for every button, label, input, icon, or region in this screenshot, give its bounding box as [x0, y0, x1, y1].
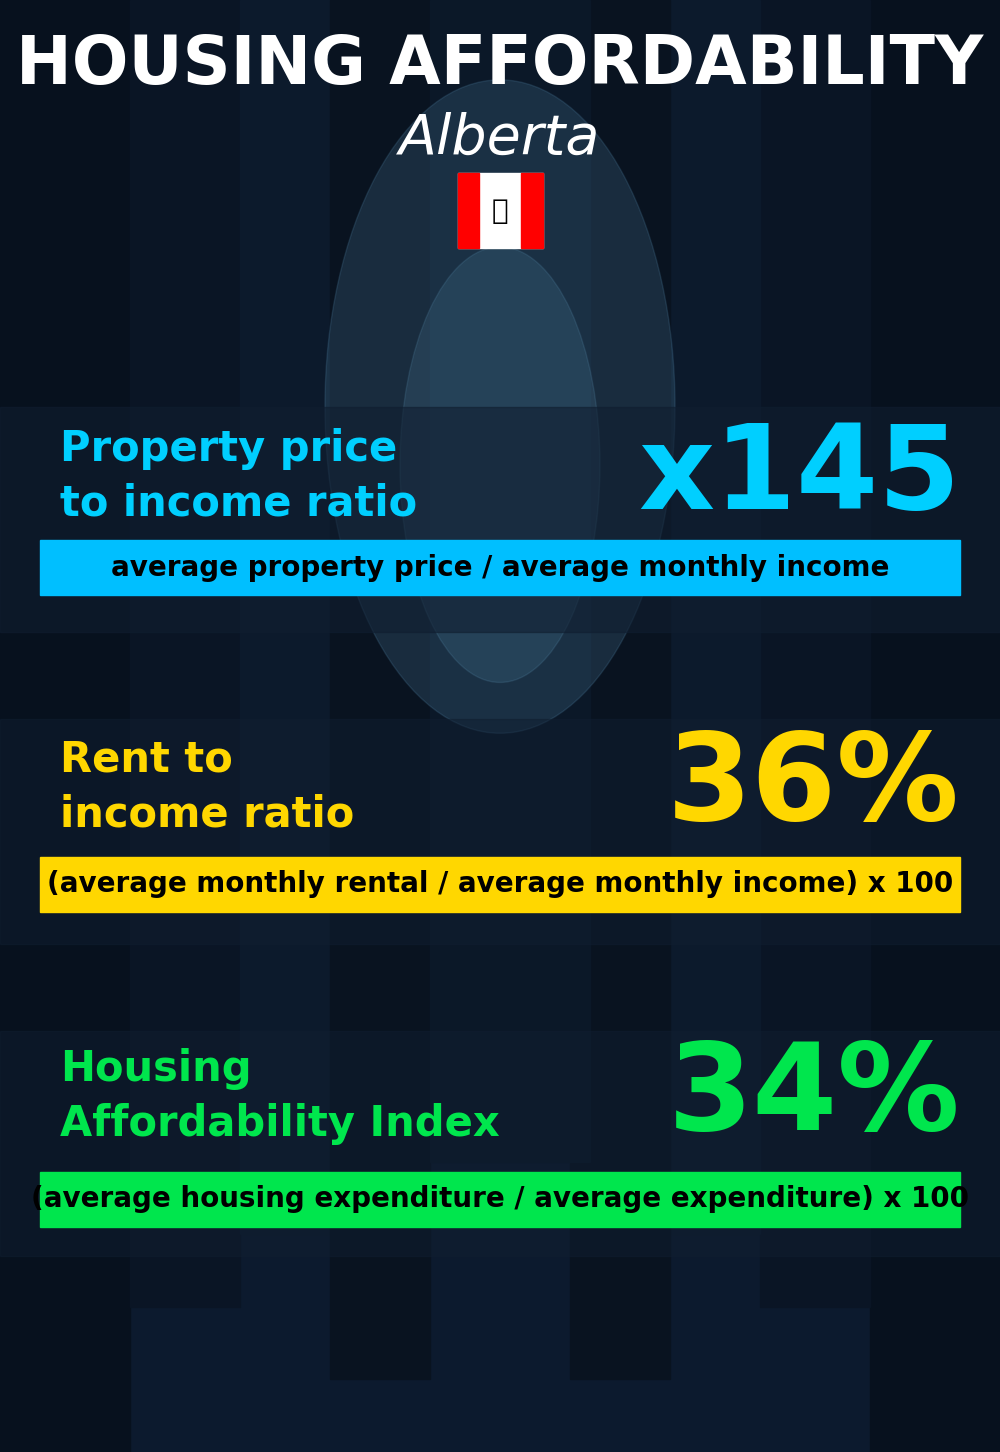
Bar	[870, 0, 1000, 1452]
Text: x145: x145	[638, 418, 960, 534]
Ellipse shape	[400, 247, 600, 682]
Bar	[521, 173, 542, 248]
Text: 36%: 36%	[667, 729, 960, 845]
Bar	[240, 0, 330, 1234]
Bar	[0, 407, 1000, 632]
Bar	[760, 0, 870, 1307]
Text: average property price / average monthly income: average property price / average monthly…	[111, 553, 889, 582]
Bar	[670, 0, 760, 1234]
Bar	[40, 857, 960, 912]
Text: Housing
Affordability Index: Housing Affordability Index	[60, 1048, 500, 1144]
Bar	[40, 1172, 960, 1227]
Text: Alberta: Alberta	[399, 112, 601, 164]
Bar	[570, 0, 670, 1379]
Bar	[510, 0, 590, 1162]
Text: Property price
to income ratio: Property price to income ratio	[60, 428, 417, 524]
Text: 🍁: 🍁	[492, 196, 508, 225]
Bar	[130, 0, 240, 1307]
Text: (average monthly rental / average monthly income) x 100: (average monthly rental / average monthl…	[47, 870, 953, 899]
Text: (average housing expenditure / average expenditure) x 100: (average housing expenditure / average e…	[31, 1185, 969, 1214]
Bar	[40, 540, 960, 595]
Bar	[0, 719, 1000, 944]
Text: 34%: 34%	[667, 1038, 960, 1154]
Text: Rent to
income ratio: Rent to income ratio	[60, 739, 354, 835]
Bar	[458, 173, 479, 248]
Text: HOUSING AFFORDABILITY: HOUSING AFFORDABILITY	[16, 32, 984, 99]
Ellipse shape	[325, 80, 675, 733]
Bar	[430, 0, 510, 1162]
Bar	[330, 0, 430, 1379]
Bar	[458, 173, 542, 248]
Bar	[0, 0, 130, 1452]
Bar	[0, 1031, 1000, 1256]
